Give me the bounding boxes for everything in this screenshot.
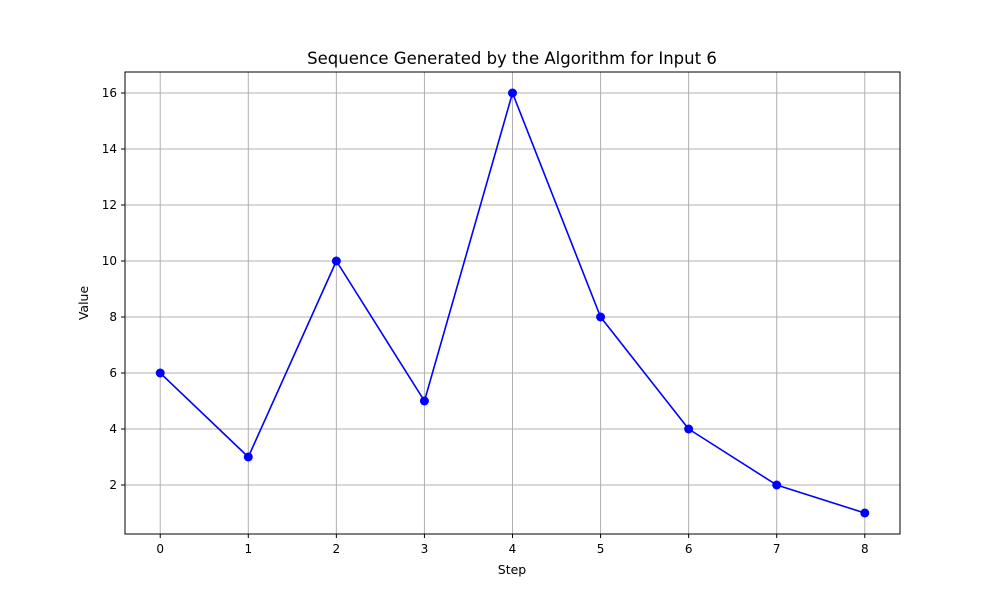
x-tick-label: 3: [421, 542, 429, 556]
data-point-markers: [155, 88, 870, 518]
data-point: [860, 508, 870, 518]
data-point: [331, 256, 341, 266]
data-point: [772, 480, 782, 490]
x-axis-label: Step: [498, 562, 527, 577]
y-tick-label: 10: [102, 254, 117, 268]
x-tick-label: 0: [156, 542, 164, 556]
x-tick-label: 5: [597, 542, 605, 556]
y-axis-label: Value: [76, 286, 91, 321]
x-tick-label: 6: [685, 542, 693, 556]
data-point: [419, 396, 429, 406]
x-tick-label: 1: [244, 542, 252, 556]
chart-title: Sequence Generated by the Algorithm for …: [307, 49, 717, 68]
x-tick-label: 7: [773, 542, 781, 556]
data-point: [243, 452, 253, 462]
y-tick-label: 2: [109, 478, 117, 492]
data-point: [155, 368, 165, 378]
x-tick-label: 8: [861, 542, 869, 556]
data-point: [684, 424, 694, 434]
y-tick-label: 14: [102, 142, 117, 156]
y-tick-label: 6: [109, 366, 117, 380]
x-tick-label: 2: [333, 542, 341, 556]
y-tick-label: 4: [109, 422, 117, 436]
x-axis-ticks: 0 1 2 3 4 5 6 7 8: [156, 534, 869, 556]
y-tick-label: 12: [102, 198, 117, 212]
y-axis-ticks: 2 4 6 8 10 12 14 16: [102, 86, 125, 492]
data-point: [596, 312, 606, 322]
x-tick-label: 4: [509, 542, 517, 556]
y-tick-label: 8: [109, 310, 117, 324]
data-point: [508, 88, 517, 98]
y-tick-label: 16: [102, 86, 117, 100]
